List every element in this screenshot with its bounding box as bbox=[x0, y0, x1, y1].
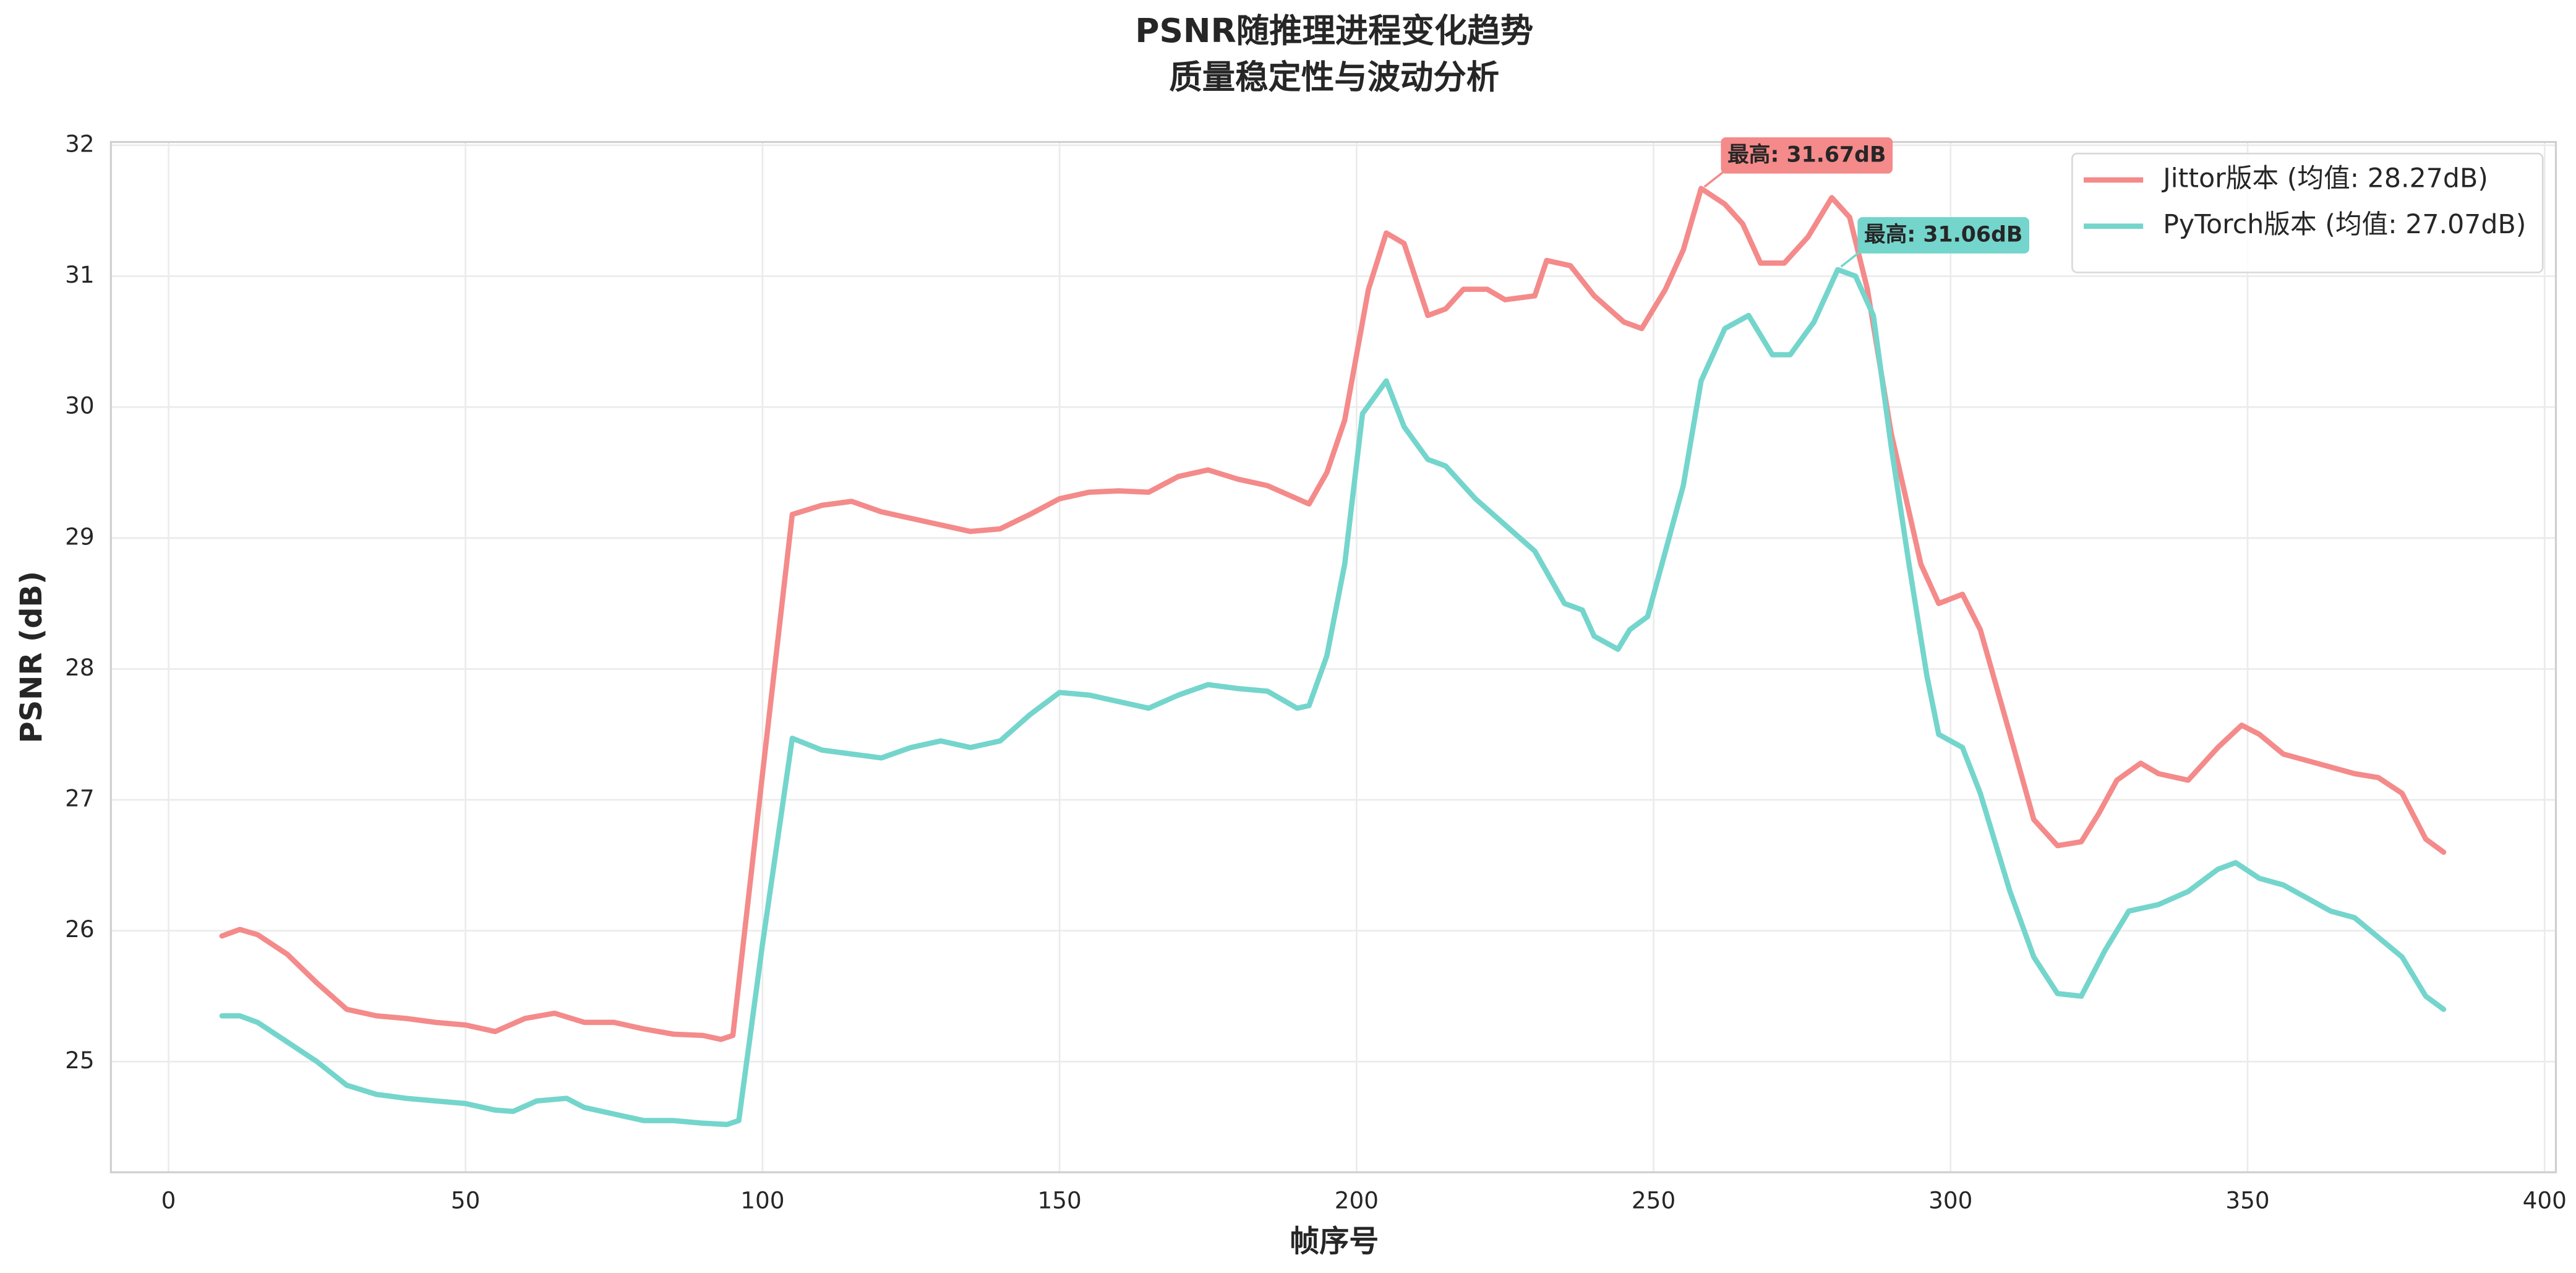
chart-subtitle: 质量稳定性与波动分析 bbox=[1169, 58, 1499, 96]
y-tick-label: 31 bbox=[65, 261, 95, 288]
x-tick-label: 50 bbox=[451, 1187, 481, 1214]
y-axis-label: PSNR (dB) bbox=[14, 571, 49, 744]
y-tick-label: 32 bbox=[65, 130, 95, 157]
x-tick-label: 400 bbox=[2523, 1187, 2567, 1214]
annotation-label: 最高: 31.67dB bbox=[1727, 142, 1886, 167]
x-tick-label: 150 bbox=[1037, 1187, 1081, 1214]
x-tick-label: 200 bbox=[1335, 1187, 1379, 1214]
annotation-box bbox=[1857, 217, 2030, 254]
y-tick-label: 30 bbox=[65, 392, 95, 419]
annotation-box bbox=[1721, 137, 1893, 174]
legend-label: PyTorch版本 (均值: 27.07dB) bbox=[2163, 209, 2526, 240]
x-tick-label: 250 bbox=[1632, 1187, 1675, 1214]
x-tick-label: 350 bbox=[2225, 1187, 2269, 1214]
x-axis-label: 帧序号 bbox=[1290, 1224, 1379, 1259]
data-line bbox=[219, 267, 2447, 1128]
x-tick-label: 300 bbox=[1928, 1187, 1972, 1214]
y-tick-label: 29 bbox=[65, 523, 95, 550]
y-tick-label: 25 bbox=[65, 1047, 95, 1074]
y-tick-label: 26 bbox=[65, 915, 95, 943]
data-line bbox=[219, 186, 2447, 1042]
y-tick-label: 27 bbox=[65, 785, 95, 812]
chart-title: PSNR随推理进程变化趋势 bbox=[1135, 11, 1533, 50]
legend-box bbox=[2071, 152, 2544, 273]
legend-label: Jittor版本 (均值: 28.27dB) bbox=[2161, 163, 2488, 194]
annotation-label: 最高: 31.06dB bbox=[1864, 222, 2022, 247]
x-tick-label: 100 bbox=[740, 1187, 784, 1214]
y-tick-label: 28 bbox=[65, 654, 95, 681]
plot-frame bbox=[109, 140, 2557, 1173]
x-tick-label: 0 bbox=[161, 1187, 176, 1214]
